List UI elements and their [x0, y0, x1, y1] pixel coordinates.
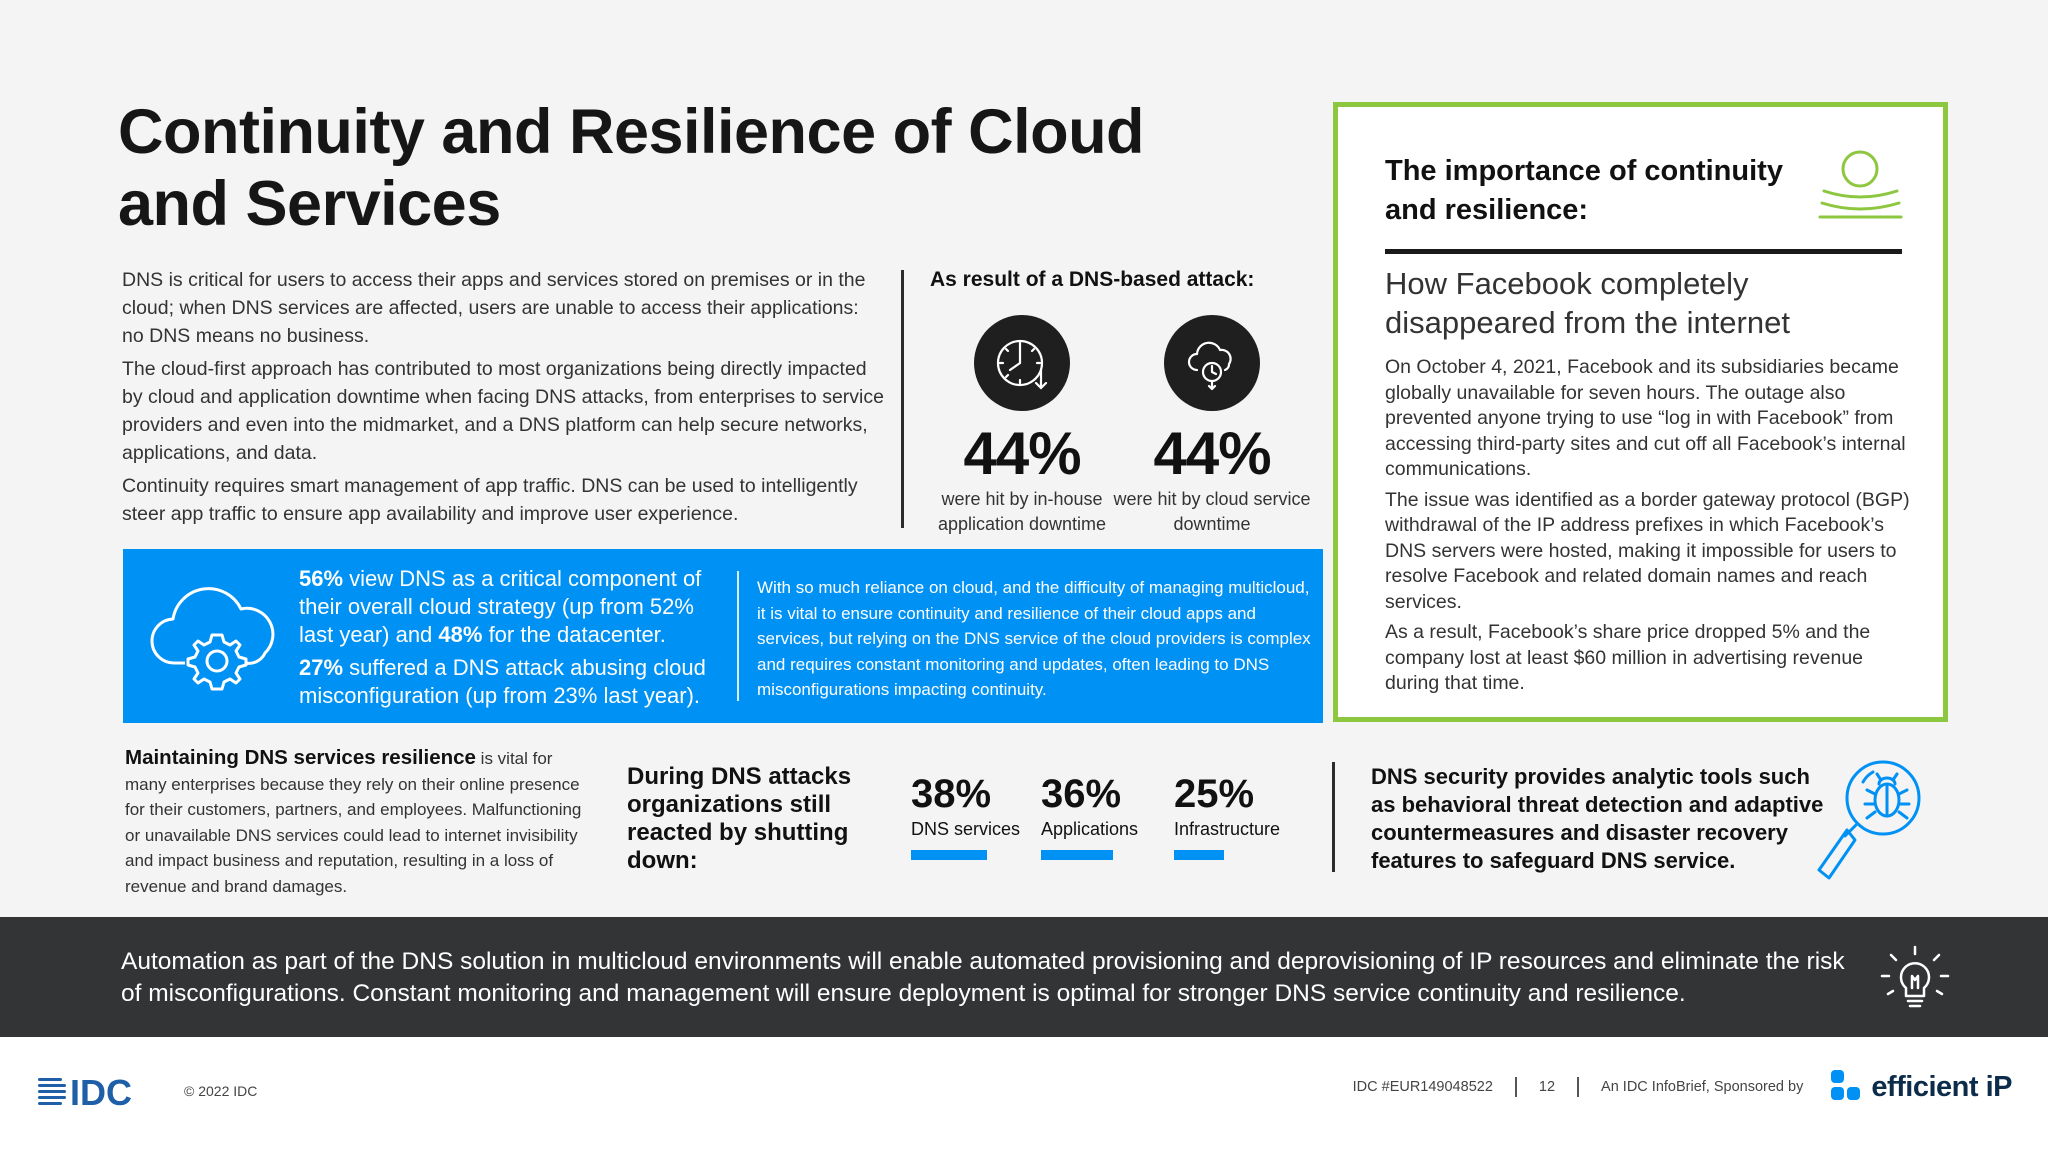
cloud-downtime-icon [1164, 315, 1260, 411]
multicloud-text: With so much reliance on cloud, and the … [757, 578, 1311, 699]
shutdown-bar [911, 850, 987, 860]
sidebar-paragraph: On October 4, 2021, Facebook and its sub… [1385, 356, 1906, 480]
automation-text: Automation as part of the DNS solution i… [121, 948, 1845, 1007]
intro-paragraph: The cloud-first approach has contributed… [122, 358, 884, 464]
footer-separator [1514, 1077, 1517, 1097]
footer-separator [1577, 1077, 1580, 1097]
copyright: © 2022 IDC [184, 1083, 258, 1099]
stat-critical-component: 56% view DNS as a critical component of … [299, 565, 729, 649]
idc-logo: IDC [38, 1072, 146, 1113]
stat-misconfiguration: 27% suffered a DNS attack abusing cloud … [299, 654, 729, 710]
vertical-divider [901, 270, 904, 528]
lightbulb-icon [1880, 944, 1950, 1014]
shutdown-value: 38% [911, 772, 992, 816]
stat-cloud-downtime: 44% were hit by cloud service downtime [1112, 315, 1312, 537]
page-title: Continuity and Resilience of Cloud and S… [118, 97, 1145, 239]
resilience-sidebar: The importance of continuity and resilie… [1333, 102, 1948, 722]
stat-percent: 27% [299, 655, 344, 680]
stat-text: suffered a DNS attack abusing cloud misc… [299, 655, 706, 708]
shutdown-bar [1041, 850, 1113, 860]
page-number: 12 [1538, 1079, 1556, 1095]
shutdown-value: 25% [1174, 772, 1255, 816]
sidebar-rule [1385, 249, 1902, 254]
sidebar-paragraph: As a result, Facebook’s share price drop… [1385, 621, 1871, 694]
sidebar-heading: The importance of continuity and resilie… [1385, 155, 1783, 226]
stat-value: 44% [1153, 420, 1271, 487]
shutdown-heading: During DNS attacks organizations still r… [627, 763, 852, 874]
clock-downtime-icon [974, 315, 1070, 411]
sidebar-body: On October 4, 2021, Facebook and its sub… [1385, 355, 1915, 702]
shutdown-value: 36% [1041, 772, 1122, 816]
cloud-strategy-banner: 56% view DNS as a critical component of … [123, 549, 1323, 723]
stat-inhouse-downtime: 44% were hit by in-house application dow… [922, 315, 1122, 537]
shutdown-item-applications: 36% Applications [1041, 770, 1138, 860]
banner-divider [737, 571, 739, 701]
sidebar-subheading: How Facebook completely disappeared from… [1385, 266, 1790, 340]
sponsor-label: An IDC InfoBrief, Sponsored by [1601, 1079, 1804, 1095]
intro-paragraph: DNS is critical for users to access thei… [122, 269, 866, 347]
shutdown-label: Infrastructure [1174, 819, 1281, 839]
svg-text:IDC: IDC [70, 1073, 132, 1107]
intro-text: DNS is critical for users to access thei… [122, 266, 884, 533]
stat-label: were hit by cloud service downtime [1113, 489, 1311, 534]
stat-percent: 56% [299, 566, 344, 591]
efficientip-logo: efficient iP [1831, 1070, 2012, 1104]
cloud-gear-icon [145, 571, 285, 701]
shutdown-label: DNS services [911, 819, 1021, 839]
maintaining-lead: Maintaining DNS services resilience [125, 746, 476, 769]
maintaining-resilience-text: Maintaining DNS services resilience is v… [125, 745, 595, 899]
sidebar-paragraph: The issue was identified as a border gat… [1385, 488, 1910, 613]
intro-paragraph: Continuity requires smart management of … [122, 475, 858, 525]
efficientip-wordmark: efficient iP [1871, 1070, 2012, 1103]
sunrise-waves-icon [1818, 147, 1903, 227]
security-text: DNS security provides analytic tools suc… [1371, 764, 1824, 873]
efficientip-mark-icon [1831, 1070, 1861, 1100]
document-id: IDC #EUR149048522 [1352, 1079, 1493, 1095]
stat-text: view DNS as a critical component of thei… [299, 566, 702, 647]
stat-label: were hit by in-house application downtim… [937, 489, 1107, 534]
attack-heading: As result of a DNS-based attack: [930, 268, 1255, 291]
vertical-divider [1332, 762, 1335, 872]
page-footer: IDC © 2022 IDC IDC #EUR149048522 12 An I… [0, 1037, 2048, 1152]
stat-percent: 48% [438, 622, 483, 647]
maintaining-body: is vital for many enterprises because th… [125, 749, 582, 896]
stat-text: for the datacenter. [482, 622, 666, 647]
footer-meta: IDC #EUR149048522 12 An IDC InfoBrief, S… [1353, 1067, 2048, 1107]
shutdown-bar [1174, 850, 1224, 860]
shutdown-label: Applications [1041, 819, 1139, 839]
automation-banner: Automation as part of the DNS solution i… [0, 917, 2048, 1037]
shutdown-item-dns: 38% DNS services [911, 770, 1020, 860]
cloud-strategy-stats: 56% view DNS as a critical component of … [299, 565, 729, 715]
stat-value: 44% [963, 420, 1081, 487]
shutdown-item-infrastructure: 25% Infrastructure [1174, 770, 1280, 860]
magnifier-bug-icon [1815, 750, 1940, 885]
